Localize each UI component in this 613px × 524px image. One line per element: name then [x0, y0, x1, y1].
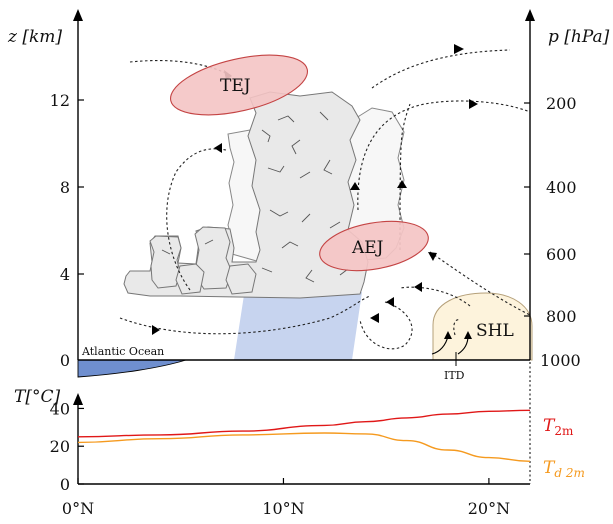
p-tick-600: 600 — [546, 245, 577, 264]
tej-label: TEJ — [220, 76, 251, 96]
aej-label: AEJ — [351, 238, 384, 258]
circulation-arrows — [119, 49, 531, 350]
temperature-series — [77, 409, 531, 462]
p-tick-1000: 1000 — [540, 351, 581, 370]
z-axis-label: z [km] — [7, 27, 62, 47]
t-axis-arrowhead — [73, 393, 83, 405]
z-axis-arrowhead — [73, 9, 83, 21]
shl-heat-low-shape — [432, 292, 533, 361]
tej-ellipse — [169, 54, 309, 116]
lat-tick-label: 10°N — [262, 499, 304, 518]
t-tick-label-40: 40 — [50, 399, 70, 418]
legend-td2m: Td 2m — [543, 458, 585, 480]
p-axis-label: p [hPa] — [548, 27, 610, 47]
atlantic-ocean-shape — [77, 359, 187, 378]
shl-label: SHL — [476, 321, 514, 341]
p-axis-arrowhead — [525, 9, 535, 21]
small-cloud-tower-4 — [225, 263, 257, 295]
td2m-series-line — [77, 432, 531, 462]
z-tick-8: 8 — [60, 178, 70, 197]
aej-ellipse — [319, 220, 429, 272]
t-tick-label-0: 0 — [60, 475, 70, 494]
small-cloud-tower-1 — [149, 235, 182, 289]
z-tick-12: 12 — [50, 91, 70, 110]
p-tick-400: 400 — [546, 178, 577, 197]
small-cloud-tower-2 — [194, 226, 233, 290]
lat-tick-label: 20°N — [468, 499, 510, 518]
t-tick-label-20: 20 — [50, 437, 70, 456]
legend-t2m-main: T — [543, 416, 556, 436]
lat-axis-ticks: 0°N 10°N 20°N — [62, 478, 510, 518]
t-axis-label: T[°C] — [14, 387, 60, 407]
legend-td2m-sub: d 2m — [554, 466, 585, 480]
p-tick-200: 200 — [546, 94, 577, 113]
p-tick-800: 800 — [546, 307, 577, 326]
lat-tick-label: 0°N — [62, 499, 94, 518]
upper-panel: TEJ AEJ SHL ITD Atlantic Ocean 12 8 4 0 … — [7, 9, 610, 382]
atlantic-ocean-label: Atlantic Ocean — [81, 345, 164, 358]
z-axis-ticks — [78, 99, 84, 275]
legend-td2m-main: T — [543, 458, 556, 478]
legend-t2m-sub: 2m — [554, 424, 574, 438]
z-tick-0: 0 — [60, 351, 70, 370]
p-axis-ticks — [524, 102, 530, 317]
legend-t2m: T2m — [543, 416, 574, 438]
t-axis-ticks: 40 20 0 — [50, 399, 84, 494]
small-cloud-tower-3 — [175, 263, 205, 295]
z-tick-4: 4 — [60, 265, 70, 284]
itd-label: ITD — [444, 369, 465, 382]
t2m-series-line — [77, 409, 531, 438]
main-cloud-tower — [123, 91, 369, 299]
